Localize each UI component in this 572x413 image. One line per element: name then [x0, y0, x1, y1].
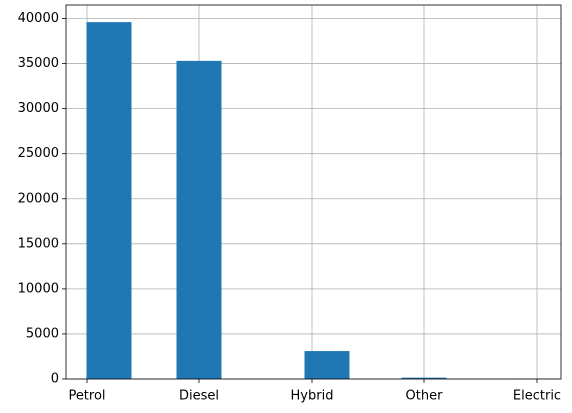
y-tick-label: 10000 — [18, 281, 59, 296]
x-tick-label-hybrid: Hybrid — [291, 389, 334, 404]
x-tick-label-electric: Electric — [513, 389, 561, 404]
y-tick-label: 0 — [51, 372, 59, 387]
bar-other — [401, 377, 447, 379]
x-tick-label-other: Other — [406, 389, 444, 404]
y-tick-label: 30000 — [18, 101, 59, 116]
y-tick-label: 20000 — [18, 191, 59, 206]
y-tick-label: 40000 — [18, 11, 59, 26]
x-tick-label-petrol: Petrol — [68, 389, 105, 404]
x-tick-label-diesel: Diesel — [179, 389, 219, 404]
y-tick-label: 25000 — [18, 146, 59, 161]
y-tick-label: 5000 — [26, 326, 59, 341]
bar-diesel — [176, 60, 222, 380]
y-tick-label: 15000 — [18, 236, 59, 251]
y-tick-label: 35000 — [18, 56, 59, 71]
bar-layer — [86, 22, 560, 380]
bar-hybrid — [304, 351, 350, 379]
plot-frame — [65, 4, 562, 380]
tick-layer — [62, 18, 538, 383]
bar-petrol — [86, 22, 132, 379]
label-layer: 0 5000 10000 15000 20000 25000 30000 35000 40000… — [18, 11, 561, 403]
